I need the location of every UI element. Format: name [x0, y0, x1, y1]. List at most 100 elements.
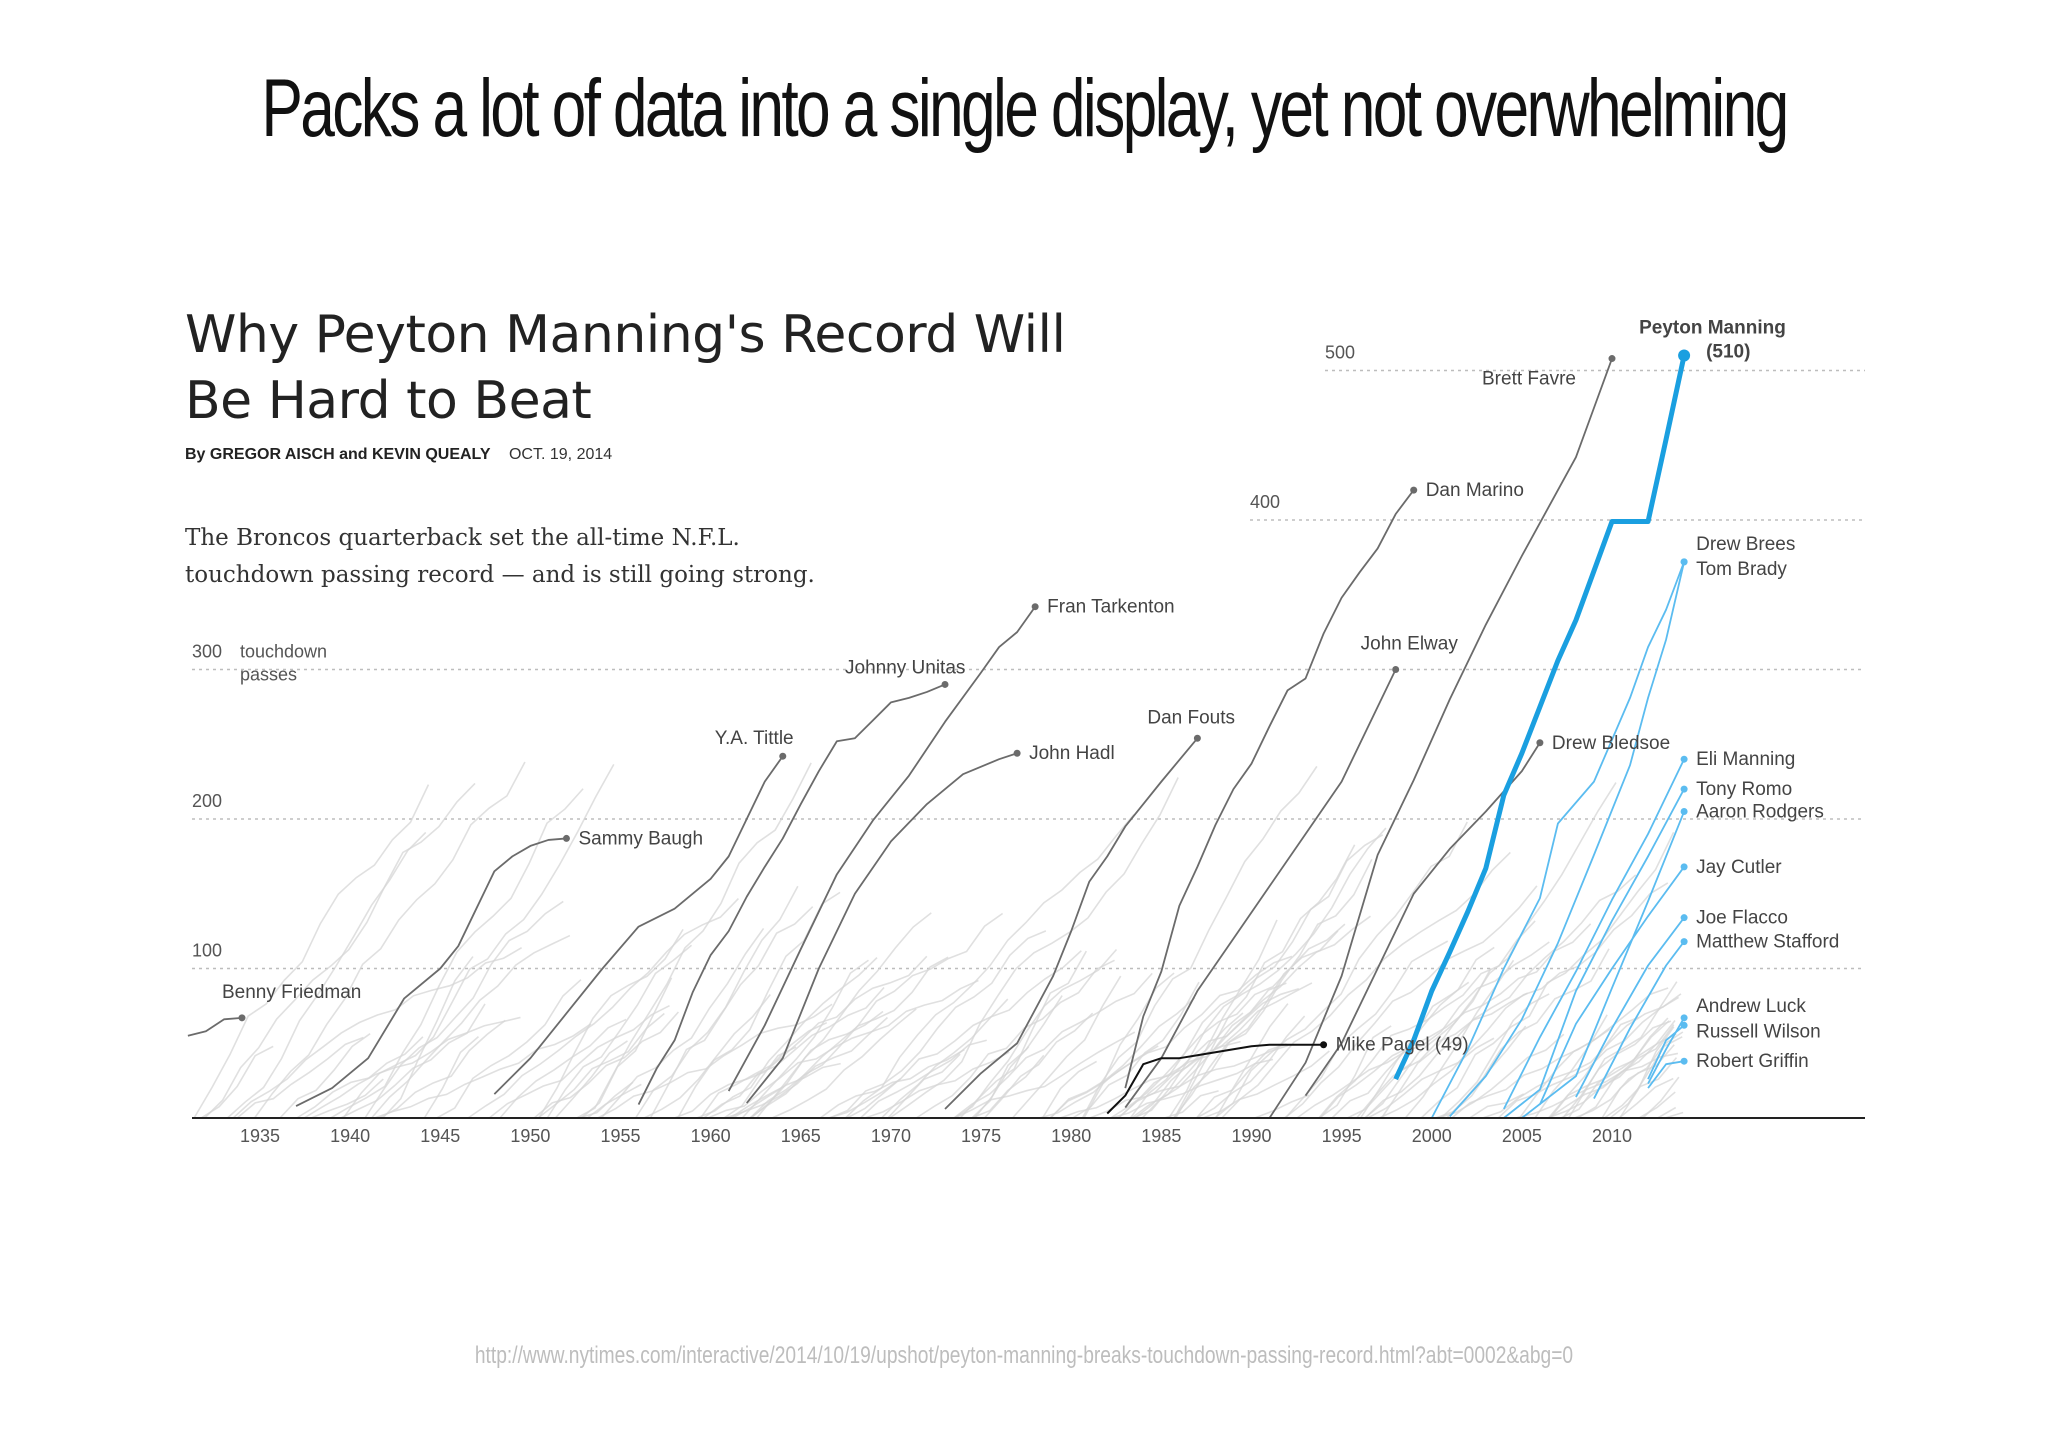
- series-line-benny-friedman: [187, 1016, 243, 1037]
- background-career-line: [953, 948, 1118, 1119]
- series-endpoint: [1680, 938, 1688, 946]
- series-endpoint: [1680, 1021, 1688, 1029]
- background-career-line: [499, 1018, 627, 1119]
- background-career-line: [296, 1036, 424, 1119]
- background-career-line: [1364, 874, 1637, 1119]
- y-tick-label: 300: [192, 642, 222, 662]
- series-line-tony-romo: [1503, 788, 1685, 1119]
- series-label: Dan Marino: [1426, 480, 1524, 501]
- background-career-line: [819, 1048, 965, 1119]
- background-career-line: [1041, 1060, 1097, 1119]
- series-endpoint: [1680, 808, 1688, 816]
- background-career-line: [1284, 940, 1449, 1119]
- x-tick-label: 2000: [1412, 1126, 1452, 1146]
- series-line-andrew-luck: [1647, 1017, 1685, 1085]
- series-label: Fran Tarkenton: [1047, 597, 1174, 618]
- series-endpoint: [1392, 666, 1400, 673]
- x-axis: 1935 1940 1945 1950 1955 1960 1965 1970 1975 1980…: [192, 1117, 1865, 1146]
- background-career-line: [1619, 1026, 1675, 1119]
- background-career-line: [586, 1083, 642, 1119]
- series-label: Matthew Stafford: [1696, 932, 1839, 953]
- background-career-line: [1172, 858, 1373, 1119]
- background-career-line: [1319, 923, 1592, 1119]
- x-tick-label: 1960: [691, 1126, 731, 1146]
- background-career-line: [1618, 1077, 1674, 1119]
- background-career-line: [1195, 1043, 1287, 1119]
- background-career-line: [1482, 993, 1682, 1119]
- series-endpoint: [1031, 603, 1039, 611]
- background-career-line: [1050, 997, 1196, 1119]
- y-tick-label: 500: [1325, 343, 1355, 363]
- series-label: John Hadl: [1029, 743, 1115, 764]
- series-endpoint: [1680, 755, 1688, 763]
- background-career-line: [971, 995, 1063, 1119]
- background-career-line: [1164, 1090, 1219, 1119]
- background-career-line: [204, 782, 476, 1119]
- background-career-line: [232, 946, 523, 1119]
- background-career-line: [703, 986, 885, 1119]
- grid-lines: 100 200 300 400 500 touchdown passes: [192, 343, 1865, 970]
- x-tick-label: 1965: [781, 1126, 821, 1146]
- background-career-line: [707, 979, 979, 1119]
- series-line-drew-brees: [1449, 561, 1685, 1118]
- background-career-line: [915, 959, 1115, 1119]
- series-endpoint: [1410, 486, 1418, 494]
- y-axis-label: touchdown: [240, 642, 327, 662]
- background-career-line: [696, 957, 878, 1119]
- background-career-line: [1173, 844, 1356, 1119]
- series-endpoint: [1680, 914, 1688, 922]
- background-career-line: [1567, 981, 1678, 1119]
- series-line-fran-tarkenton: [727, 606, 1036, 1092]
- series-line-dan-marino: [1124, 489, 1415, 1089]
- background-career-line: [374, 1023, 592, 1119]
- background-career-line: [1117, 915, 1371, 1119]
- series-line-tom-brady: [1430, 561, 1685, 1119]
- series-line-john-hadl: [746, 752, 1018, 1104]
- byline-date: OCT. 19, 2014: [508, 446, 613, 463]
- background-career-line: [1469, 1093, 1525, 1119]
- background-career-line: [423, 1035, 480, 1119]
- background-career-line: [303, 1016, 521, 1119]
- series-label: Brett Favre: [1482, 369, 1576, 390]
- series-label: Aaron Rodgers: [1696, 802, 1824, 823]
- background-career-line: [279, 1033, 371, 1119]
- byline: By GREGOR AISCH and KEVIN QUEALY OCT. 19…: [185, 446, 612, 464]
- background-career-line: [364, 900, 564, 1119]
- y-tick-label: 200: [192, 791, 222, 811]
- series-line-johnny-unitas: [637, 683, 946, 1105]
- series-line-drew-bledsoe: [1304, 742, 1541, 1097]
- background-career-line: [954, 1031, 1136, 1119]
- series-line-mike-pagel: [1106, 1043, 1324, 1115]
- background-career-line: [1202, 1050, 1330, 1119]
- y-axis-label: passes: [240, 665, 297, 685]
- background-career-line: [749, 912, 1004, 1119]
- background-career-line: [1437, 1033, 1565, 1119]
- series-label: Dan Fouts: [1147, 707, 1235, 728]
- background-career-line: [750, 912, 932, 1119]
- background-career-line: [576, 762, 812, 1119]
- series-label: Tom Brady: [1696, 559, 1787, 580]
- series-endpoint: [1193, 734, 1201, 742]
- background-career-line: [378, 1019, 506, 1119]
- background-career-line: [732, 1062, 841, 1119]
- x-tick-label: 1985: [1141, 1126, 1181, 1146]
- series-label: Tony Romo: [1696, 779, 1792, 800]
- series-label: Andrew Luck: [1696, 996, 1806, 1017]
- series-endpoint: [562, 834, 570, 842]
- background-career-line: [771, 1008, 917, 1119]
- background-career-line: [1638, 1091, 1676, 1119]
- background-career-line: [1548, 1020, 1676, 1119]
- x-tick-label: 1935: [240, 1126, 280, 1146]
- series-line-john-elway: [1124, 669, 1397, 1109]
- background-career-line: [253, 761, 526, 1119]
- background-career-line: [226, 831, 427, 1119]
- background-career-line: [236, 1036, 364, 1119]
- x-tick-label: 2005: [1502, 1126, 1542, 1146]
- background-career-line: [546, 944, 693, 1119]
- series-label: Sammy Baugh: [578, 828, 703, 849]
- background-career-line: [554, 1040, 628, 1119]
- background-career-line: [370, 934, 571, 1119]
- x-tick-label: 1945: [420, 1126, 460, 1146]
- byline-authors: By GREGOR AISCH and KEVIN QUEALY: [185, 446, 491, 463]
